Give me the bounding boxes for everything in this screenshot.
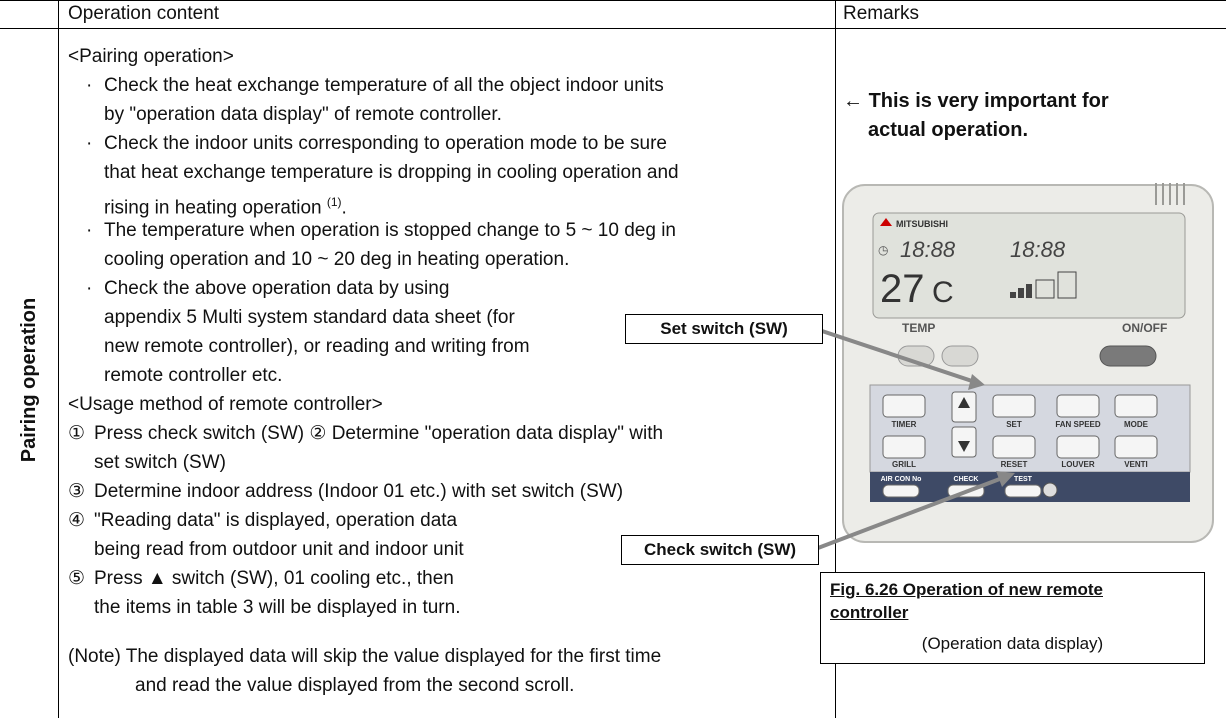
button-label: VENTI (1124, 460, 1148, 469)
button-label: CHECK (954, 476, 979, 483)
line-text: The temperature when operation is stoppe… (104, 220, 676, 241)
button-label: RESET (1001, 460, 1028, 469)
line-text: cooling operation and 10 ~ 20 deg in hea… (104, 249, 570, 270)
list-marker: · (86, 75, 93, 96)
list-marker: ⑤ (68, 568, 86, 589)
callout-label: Check switch (SW) (621, 535, 819, 565)
line-text: the items in table 3 will be displayed i… (94, 597, 461, 618)
column-header: Operation content (68, 3, 220, 24)
button-label: FAN SPEED (1055, 420, 1101, 429)
button-label: LOUVER (1061, 460, 1095, 469)
line-text: . (341, 197, 347, 219)
line-text: new remote controller), or reading and w… (104, 336, 530, 357)
callout-arrow (817, 475, 1006, 550)
content-line: by "operation data display" of remote co… (104, 103, 502, 127)
remark-text: actual operation. (868, 119, 1029, 141)
caption-title: Fig. 6.26 Operation of new remote (830, 580, 1103, 599)
table-border (835, 0, 836, 718)
content-line: Check the heat exchange temperature of a… (104, 74, 664, 98)
line-text: and read the value displayed from the se… (135, 675, 575, 696)
caption-sub: (Operation data display) (921, 634, 1104, 653)
line-text: Check the heat exchange temperature of a… (104, 75, 664, 96)
brand: MITSUBISHI (896, 219, 948, 229)
content-line: Press ▲ switch (SW), 01 cooling etc., th… (94, 567, 454, 591)
button-label: TEST (1014, 476, 1033, 483)
line-text: <Usage method of remote controller> (68, 394, 383, 415)
line-text: being read from outdoor unit and indoor … (94, 539, 464, 560)
list-marker: · (86, 220, 93, 241)
remark-text: This is very important for (868, 90, 1109, 112)
remark-arrow: ← (843, 90, 863, 112)
button-label: AIR CON No (881, 476, 922, 483)
lcd-temp: 27 (880, 267, 925, 311)
content-line: appendix 5 Multi system standard data sh… (104, 306, 515, 330)
label: ON/OFF (1122, 321, 1167, 335)
column-header: Remarks (843, 3, 920, 24)
content-line: <Pairing operation> (68, 45, 234, 69)
button-label: SET (1006, 420, 1022, 429)
line-text: by "operation data display" of remote co… (104, 104, 502, 125)
line-text: Determine indoor address (Indoor 01 etc.… (94, 481, 624, 502)
remark: ← This is very important for (843, 89, 1109, 113)
content-line: cooling operation and 10 ~ 20 deg in hea… (104, 248, 569, 272)
figure-caption: Fig. 6.26 Operation of new remote contro… (820, 572, 1205, 664)
content-line: (Note) The displayed data will skip the … (68, 645, 661, 669)
button-label: GRILL (892, 460, 916, 469)
content-line: Check the indoor units corresponding to … (104, 132, 667, 156)
content-line: The temperature when operation is stoppe… (104, 219, 676, 243)
content-line: set switch (SW) (94, 451, 226, 475)
content-line: Press check switch (SW) ② Determine "ope… (94, 422, 663, 446)
footnote-ref: (1) (326, 195, 342, 209)
line-text: rising in heating operation (104, 197, 322, 219)
callout-arrow (821, 329, 976, 384)
content-line: Determine indoor address (Indoor 01 etc.… (94, 480, 623, 504)
line-text: remote controller etc. (104, 365, 283, 386)
svg-text:18:88: 18:88 (1010, 237, 1066, 262)
list-marker: ③ (68, 481, 86, 502)
line-text: that heat exchange temperature is droppi… (104, 162, 679, 183)
callout-label: Set switch (SW) (625, 314, 823, 344)
line-text: Press check switch (SW) (94, 423, 305, 444)
caption-title: controller (830, 603, 909, 622)
content-line: and read the value displayed from the se… (135, 674, 574, 698)
button-label: MODE (1124, 420, 1149, 429)
table-border (58, 0, 59, 718)
line-text: set switch (SW) (94, 452, 226, 473)
list-marker: ② (309, 423, 327, 444)
content-line: that heat exchange temperature is droppi… (104, 161, 679, 185)
content-line: "Reading data" is displayed, operation d… (94, 509, 457, 533)
button-label: TIMER (892, 420, 917, 429)
line-text: "Reading data" is displayed, operation d… (94, 510, 458, 531)
content-line: Check the above operation data by using (104, 277, 449, 301)
line-text: Check the above operation data by using (104, 278, 450, 299)
remote-controller: MITSUBISHI ◷ 18:88 18:88 27 C TEMP ON/OF… (842, 183, 1214, 543)
label: TEMP (902, 321, 935, 335)
line-text: Determine "operation data display" with (331, 423, 664, 444)
svg-text:18:88: 18:88 (900, 237, 956, 262)
list-marker: ① (68, 423, 86, 444)
line-text: Press ▲ switch (SW), 01 cooling etc., th… (94, 568, 454, 589)
list-marker: ④ (68, 510, 86, 531)
list-marker: · (86, 278, 93, 299)
line-text: <Pairing operation> (68, 46, 234, 67)
table-border (0, 0, 1226, 1)
list-marker: · (86, 133, 93, 154)
line-text: appendix 5 Multi system standard data sh… (104, 307, 515, 328)
content-line: being read from outdoor unit and indoor … (94, 538, 464, 562)
table-border (0, 28, 1226, 29)
content-line: remote controller etc. (104, 364, 282, 388)
content-line: rising in heating operation (1). (104, 190, 347, 220)
content-line: new remote controller), or reading and w… (104, 335, 530, 359)
line-text: Check the indoor units corresponding to … (104, 133, 667, 154)
svg-text:◷: ◷ (878, 243, 889, 257)
lcd-unit: C (932, 276, 954, 309)
content-line: the items in table 3 will be displayed i… (94, 596, 460, 620)
content-line: <Usage method of remote controller> (68, 393, 383, 417)
line-text: (Note) The displayed data will skip the … (68, 646, 662, 667)
